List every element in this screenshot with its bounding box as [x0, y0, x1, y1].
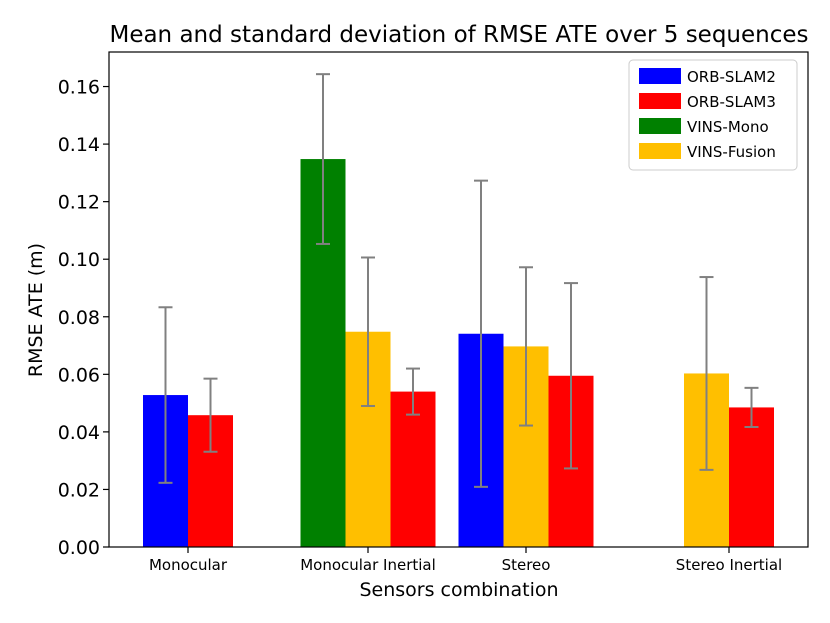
legend-item-vins-fusion: VINS-Fusion: [639, 143, 776, 161]
error-bar-stereo-vins-fusion: [519, 266, 533, 427]
legend-box: [628, 59, 798, 171]
error-bar-monocular-inertial-orb-slam3: [406, 367, 420, 416]
y-tick-label: 0.08: [58, 307, 100, 329]
legend-item-vins-mono: VINS-Mono: [639, 118, 769, 136]
error-bar-stereo-inertial-vins-fusion: [699, 276, 714, 471]
error-bar-monocular-inertial-vins-mono: [316, 73, 330, 245]
legend-item-orb-slam2: ORB-SLAM2: [639, 68, 776, 86]
y-tick-label: 0.14: [58, 134, 100, 156]
legend-label: ORB-SLAM3: [687, 93, 776, 111]
legend-swatch: [639, 93, 681, 109]
error-bars-group: [158, 73, 759, 488]
error-bar-stereo-orb-slam2: [474, 179, 488, 488]
y-tick-label: 0.02: [58, 479, 100, 501]
y-tick-label: 0.06: [58, 364, 100, 386]
y-axis-label: RMSE ATE (m): [25, 243, 47, 377]
legend-swatch: [639, 118, 681, 134]
legend-item-orb-slam3: ORB-SLAM3: [639, 93, 776, 111]
legend-label: VINS-Mono: [687, 118, 769, 136]
error-bar-monocular-orb-slam2: [158, 306, 173, 484]
error-bar-stereo-inertial-orb-slam3: [744, 386, 759, 428]
legend: ORB-SLAM2 ORB-SLAM3 VINS-Mono VINS-Fusion: [628, 59, 798, 171]
y-tick-label: 0.16: [58, 77, 100, 99]
y-tick-label: 0.04: [58, 422, 100, 444]
y-tick-label: 0.10: [58, 249, 100, 271]
bar-monocular-inertial-orb-slam3: [390, 391, 436, 547]
y-tick-label: 0.00: [58, 537, 100, 559]
error-bar-monocular-inertial-vins-fusion: [361, 256, 375, 407]
x-tick-label: Monocular Inertial: [300, 556, 436, 574]
legend-label: ORB-SLAM2: [687, 68, 776, 86]
x-tick-label: Stereo: [502, 556, 551, 574]
plot-frame: [108, 51, 809, 548]
bar-stereo-inertial-orb-slam3: [729, 407, 774, 547]
bars-group: [143, 159, 774, 547]
legend-swatch: [639, 143, 681, 159]
x-tick-label: Stereo Inertial: [676, 556, 782, 574]
legend-swatch: [639, 68, 681, 84]
x-axis-label: Sensors combination: [359, 579, 558, 601]
chart-title: Mean and standard deviation of RMSE ATE …: [109, 22, 808, 48]
axes-group: 0.00 0.02 0.04 0.06 0.08 0.10 0.12 0.14 0.16 Mono…: [58, 51, 809, 574]
error-bar-monocular-orb-slam3: [203, 377, 218, 453]
x-tick-label: Monocular: [149, 556, 228, 574]
error-bar-stereo-orb-slam3: [564, 282, 578, 470]
legend-label: VINS-Fusion: [687, 143, 776, 161]
y-tick-label: 0.12: [58, 192, 100, 214]
